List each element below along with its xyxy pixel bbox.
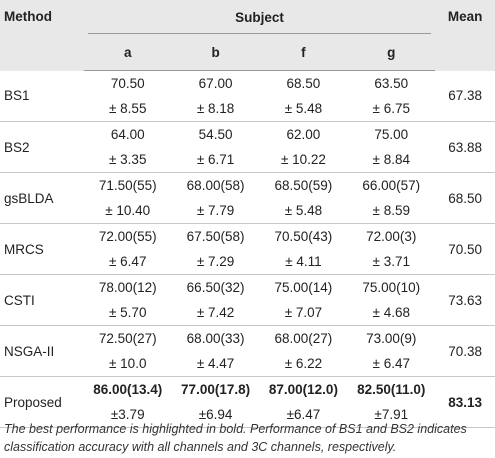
mean-cell: 67.38 — [435, 70, 495, 122]
value-cell: 71.50(55) — [98, 178, 157, 193]
sd-cell: ± 6.75 — [347, 96, 436, 122]
sd-cell: ± 10.22 — [259, 147, 348, 173]
mean-cell: 63.88 — [435, 121, 495, 173]
sd-cell: ± 5.70 — [83, 300, 172, 326]
value-cell: 87.00(12.0) — [268, 382, 338, 397]
value-cell: 72.00(55) — [98, 229, 157, 244]
sd-cell: ± 10.40 — [83, 198, 172, 224]
sd-cell: ± 6.22 — [259, 351, 348, 377]
table-row: MRCS 72.00(55) 67.50(58) 70.50(43) 72.00(3) 7… — [0, 223, 495, 275]
value-cell: 75.00 — [374, 127, 409, 142]
mean-cell: 83.13 — [435, 376, 495, 428]
value-cell: 75.00(14) — [274, 280, 333, 295]
sd-cell: ±6.94 — [171, 402, 260, 428]
method-cell: MRCS — [0, 223, 84, 275]
sd-cell: ±7.91 — [347, 402, 436, 428]
method-cell: BS2 — [0, 121, 84, 173]
value-cell: 67.50(58) — [186, 229, 245, 244]
sd-cell: ± 6.47 — [347, 351, 436, 377]
value-cell: 70.50(43) — [274, 229, 333, 244]
sd-cell: ± 7.29 — [171, 249, 260, 275]
sd-cell: ± 6.47 — [83, 249, 172, 275]
value-cell: 64.00 — [110, 127, 145, 142]
table-row-sd: ±3.79 ±6.94 ±6.47 ±7.91 — [0, 402, 495, 428]
subject-header-label: Subject — [87, 10, 432, 34]
sd-cell: ± 8.59 — [347, 198, 436, 224]
value-cell: 77.00(17.8) — [181, 382, 251, 397]
value-cell: 73.00(9) — [366, 331, 417, 346]
value-cell: 68.00(58) — [186, 178, 245, 193]
sd-cell: ± 4.47 — [171, 351, 260, 377]
value-cell: 66.50(32) — [186, 280, 245, 295]
method-header: Method — [4, 9, 52, 24]
mean-header: Mean — [447, 9, 483, 24]
table-body: BS1 70.50 67.00 68.50 63.50 67.38 ± 8.55 ± 8.18… — [0, 70, 495, 428]
value-cell: 86.00(13.4) — [93, 382, 163, 397]
table-row: BS1 70.50 67.00 68.50 63.50 67.38 — [0, 70, 495, 122]
value-cell: 70.50 — [110, 76, 145, 91]
sd-cell: ±6.47 — [259, 402, 348, 428]
value-cell: 68.00(33) — [186, 331, 245, 346]
header-row-1: Method Subject Mean — [0, 0, 495, 34]
sd-cell: ± 5.48 — [259, 96, 348, 122]
table-row-sd: ± 10.40 ± 7.79 ± 5.48 ± 8.59 — [0, 198, 495, 224]
table-row: NSGA-II 72.50(27) 68.00(33) 68.00(27) 73.00(… — [0, 325, 495, 377]
value-cell: 63.50 — [374, 76, 409, 91]
subject-g-header: g — [347, 34, 436, 71]
sd-cell: ± 8.55 — [83, 96, 172, 122]
sd-cell: ± 3.71 — [347, 249, 436, 275]
value-cell: 78.00(12) — [98, 280, 157, 295]
sd-cell: ± 5.48 — [259, 198, 348, 224]
subject-a-header: a — [83, 34, 172, 71]
method-cell: NSGA-II — [0, 325, 84, 377]
value-cell: 68.00(27) — [274, 331, 333, 346]
sd-cell: ± 6.71 — [171, 147, 260, 173]
value-cell: 68.50(59) — [274, 178, 333, 193]
sd-cell: ± 8.84 — [347, 147, 436, 173]
table-row: gsBLDA 71.50(55) 68.00(58) 68.50(59) 66.00(5… — [0, 172, 495, 224]
table-row-sd: ± 5.70 ± 7.42 ± 7.07 ± 4.68 — [0, 300, 495, 326]
subject-f-header: f — [259, 34, 348, 71]
table-footnote: The best performance is highlighted in b… — [4, 422, 467, 454]
value-cell: 67.00 — [198, 76, 233, 91]
mean-cell: 70.50 — [435, 223, 495, 275]
mean-cell: 68.50 — [435, 172, 495, 224]
table-row-sd: ± 8.55 ± 8.18 ± 5.48 ± 6.75 — [0, 96, 495, 122]
table-row: CSTI 78.00(12) 66.50(32) 75.00(14) 75.00(10)… — [0, 274, 495, 326]
value-cell: 75.00(10) — [362, 280, 421, 295]
subject-b-header: b — [171, 34, 260, 71]
sd-cell: ± 10.0 — [83, 351, 172, 377]
results-table: Method Subject Mean a b f g BS1 70.50 67.0… — [0, 0, 495, 428]
value-cell: 68.50 — [286, 76, 321, 91]
value-cell: 54.50 — [198, 127, 233, 142]
value-cell: 62.00 — [286, 127, 321, 142]
method-cell: gsBLDA — [0, 172, 84, 224]
method-cell: CSTI — [0, 274, 84, 326]
sd-cell: ± 7.42 — [171, 300, 260, 326]
sd-cell: ± 8.18 — [171, 96, 260, 122]
table-row: Proposed 86.00(13.4) 77.00(17.8) 87.00(12.0… — [0, 376, 495, 428]
subject-header: Subject — [84, 0, 435, 34]
sd-cell: ± 4.11 — [259, 249, 348, 275]
value-cell: 72.00(3) — [366, 229, 417, 244]
sd-cell: ± 7.79 — [171, 198, 260, 224]
sd-cell: ± 4.68 — [347, 300, 436, 326]
table-row-sd: ± 6.47 ± 7.29 ± 4.11 ± 3.71 — [0, 249, 495, 275]
value-cell: 82.50(11.0) — [357, 382, 426, 397]
sd-cell: ± 7.07 — [259, 300, 348, 326]
method-cell: BS1 — [0, 70, 84, 122]
method-cell: Proposed — [0, 376, 84, 428]
table-row: BS2 64.00 54.50 62.00 75.00 63.88 — [0, 121, 495, 173]
value-cell: 66.00(57) — [362, 178, 421, 193]
mean-cell: 70.38 — [435, 325, 495, 377]
sd-cell: ± 3.35 — [83, 147, 172, 173]
mean-cell: 73.63 — [435, 274, 495, 326]
value-cell: 72.50(27) — [98, 331, 157, 346]
table-row-sd: ± 10.0 ± 4.47 ± 6.22 ± 6.47 — [0, 351, 495, 377]
sd-cell: ±3.79 — [83, 402, 172, 428]
table-row-sd: ± 3.35 ± 6.71 ± 10.22 ± 8.84 — [0, 147, 495, 173]
